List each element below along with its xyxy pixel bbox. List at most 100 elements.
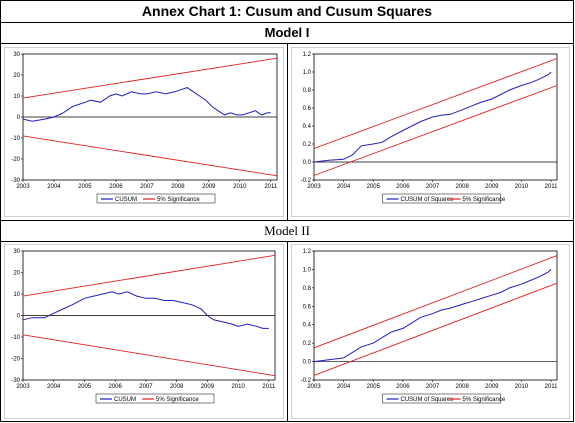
x-tick-label: 2010 bbox=[515, 184, 529, 190]
model-2-label: Model II bbox=[0, 220, 574, 242]
legend-box bbox=[96, 193, 216, 204]
series-line-significance bbox=[313, 58, 558, 149]
model-1-cusum-chart: 30 20 10 0 -10 -20 -30 2003 2004 2005 2006 2007 2008… bbox=[4, 47, 284, 217]
y-tick-label: 0.6 bbox=[303, 304, 312, 310]
x-tick-label: 2003 bbox=[307, 184, 321, 190]
x-tick-label: 2004 bbox=[337, 384, 351, 390]
y-tick-label: 0.2 bbox=[303, 341, 312, 347]
series-line-main bbox=[313, 269, 552, 363]
x-tick-label: 2004 bbox=[47, 384, 61, 390]
y-tick-label: 20 bbox=[13, 73, 20, 79]
x-tick-label: 2010 bbox=[515, 384, 529, 390]
y-tick-label: -10 bbox=[11, 136, 20, 142]
legend-label-significance: 5% Significance bbox=[157, 197, 200, 203]
y-tick-label: -30 bbox=[11, 178, 20, 184]
x-tick-label: 2008 bbox=[171, 184, 185, 190]
x-tick-label: 2011 bbox=[264, 184, 278, 190]
y-tick-label: -20 bbox=[11, 357, 20, 363]
y-tick-label: 30 bbox=[13, 52, 20, 58]
y-tick-label: -0.2 bbox=[301, 178, 312, 184]
legend-label-significance: 5% Significance bbox=[156, 397, 199, 403]
x-tick-label: 2009 bbox=[201, 384, 215, 390]
x-tick-label: 2003 bbox=[307, 384, 321, 390]
x-tick-label: 2006 bbox=[109, 184, 123, 190]
y-tick-label: 0.4 bbox=[303, 124, 312, 130]
x-tick-label: 2011 bbox=[262, 384, 276, 390]
legend-box bbox=[382, 393, 501, 404]
series-line-significance bbox=[313, 255, 558, 349]
y-tick-label: 0 bbox=[17, 314, 21, 320]
x-tick-label: 2004 bbox=[47, 184, 61, 190]
x-tick-label: 2011 bbox=[545, 384, 559, 390]
y-tick-label: 1.2 bbox=[303, 249, 312, 255]
legend-box bbox=[382, 193, 501, 204]
series-line-significance bbox=[22, 334, 276, 377]
plot-area bbox=[313, 53, 558, 181]
x-tick-label: 2003 bbox=[16, 384, 30, 390]
y-tick-label: 0.4 bbox=[303, 323, 312, 329]
legend-label-significance: 5% Significance bbox=[463, 397, 506, 403]
y-tick-label: -10 bbox=[11, 335, 20, 341]
model-1-cusum-squares-chart: 1.2 1.0 0.8 0.6 0.4 0.2 0.0 -0.2 2003 2004 2005 200… bbox=[291, 47, 570, 217]
legend-label-main: CUSUM bbox=[115, 197, 137, 203]
x-tick-label: 2010 bbox=[231, 384, 245, 390]
series-line-significance bbox=[313, 85, 558, 176]
y-tick-label: 0.8 bbox=[303, 88, 312, 94]
y-tick-label: 0.0 bbox=[303, 160, 312, 166]
y-tick-label: 0.6 bbox=[303, 106, 312, 112]
x-tick-label: 2005 bbox=[367, 384, 381, 390]
x-tick-label: 2011 bbox=[545, 184, 559, 190]
series-line-significance bbox=[22, 135, 278, 177]
x-tick-label: 2007 bbox=[426, 384, 440, 390]
x-tick-label: 2004 bbox=[337, 184, 351, 190]
series-line-significance bbox=[22, 57, 278, 99]
y-tick-label: 0.0 bbox=[303, 360, 312, 366]
y-tick-label: -30 bbox=[11, 378, 20, 384]
x-tick-label: 2007 bbox=[140, 184, 154, 190]
legend-label-main: CUSUM of Squares bbox=[401, 197, 454, 203]
x-tick-label: 2008 bbox=[170, 384, 184, 390]
column-divider-top bbox=[287, 43, 288, 220]
model-2-cusum-chart: 30 20 10 0 -10 -20 -30 2003 2004 2005 2006 2007 2008… bbox=[4, 244, 284, 419]
x-tick-label: 2007 bbox=[426, 184, 440, 190]
x-tick-label: 2009 bbox=[485, 184, 499, 190]
y-tick-label: -0.2 bbox=[301, 378, 312, 384]
legend-label-main: CUSUM bbox=[114, 397, 136, 403]
y-tick-label: 30 bbox=[13, 249, 20, 255]
series-line-significance bbox=[313, 282, 558, 376]
x-tick-label: 2005 bbox=[78, 384, 92, 390]
y-tick-label: 0.2 bbox=[303, 142, 312, 148]
series-line-significance bbox=[22, 254, 276, 297]
x-tick-label: 2006 bbox=[109, 384, 123, 390]
x-tick-label: 2009 bbox=[202, 184, 216, 190]
x-tick-label: 2008 bbox=[455, 184, 469, 190]
series-line-main bbox=[313, 71, 552, 163]
annex-title: Annex Chart 1: Cusum and Cusum Squares bbox=[0, 0, 574, 23]
x-tick-label: 2005 bbox=[78, 184, 92, 190]
series-line-main bbox=[22, 87, 271, 122]
y-tick-label: 1.2 bbox=[303, 52, 312, 58]
y-tick-label: 0.8 bbox=[303, 286, 312, 292]
x-tick-label: 2005 bbox=[367, 184, 381, 190]
x-tick-label: 2006 bbox=[396, 384, 410, 390]
x-tick-label: 2003 bbox=[16, 184, 30, 190]
x-tick-label: 2009 bbox=[485, 384, 499, 390]
y-tick-label: 0 bbox=[17, 115, 21, 121]
model-2-cusum-squares-chart: 1.2 1.0 0.8 0.6 0.4 0.2 0.0 -0.2 2003 2004 2005 200… bbox=[291, 244, 570, 419]
plot-area bbox=[313, 250, 558, 381]
y-tick-label: -20 bbox=[11, 157, 20, 163]
column-divider-bottom bbox=[287, 241, 288, 422]
y-tick-label: 20 bbox=[13, 271, 20, 277]
x-tick-label: 2010 bbox=[233, 184, 247, 190]
y-tick-label: 10 bbox=[13, 292, 20, 298]
x-tick-label: 2008 bbox=[455, 384, 469, 390]
y-tick-label: 10 bbox=[13, 94, 20, 100]
legend-box bbox=[95, 393, 215, 404]
y-tick-label: 1.0 bbox=[303, 70, 312, 76]
model-1-label: Model I bbox=[0, 22, 574, 44]
series-line-main bbox=[22, 291, 269, 329]
